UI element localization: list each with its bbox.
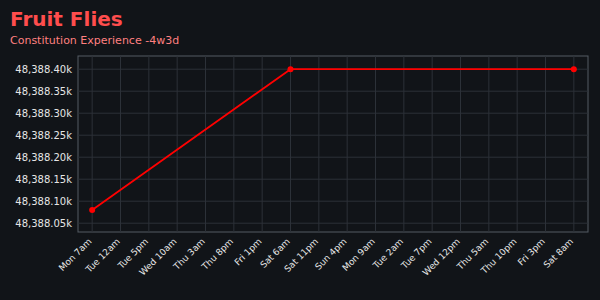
plot-frame — [78, 56, 588, 232]
background — [0, 0, 600, 300]
y-tick-label: 48,388.30k — [15, 108, 72, 119]
point — [288, 66, 294, 72]
x-grid-line — [262, 56, 263, 232]
x-tick-label: Wed 12pm — [421, 236, 462, 277]
x-grid-line — [233, 56, 234, 232]
y-grid-line — [78, 201, 588, 202]
x-tick-label: Tue 12am — [83, 236, 122, 275]
x-grid-line — [517, 56, 518, 232]
title: Fruit Flies — [10, 7, 123, 31]
y-tick-label: 48,388.25k — [15, 130, 72, 141]
point — [571, 66, 577, 72]
x-tick-label: Sat 11pm — [282, 236, 320, 274]
x-grid-line — [148, 56, 149, 232]
x-tick-label: Tue 2am — [370, 236, 405, 271]
chart: Fruit Flies Constitution Experience -4w3d… — [0, 0, 600, 300]
x-grid-line — [573, 56, 574, 232]
x-grid-line — [460, 56, 461, 232]
y-grid-line — [78, 91, 588, 92]
x-tick-label: Sat 8am — [542, 236, 576, 270]
y-tick-label: 48,388.05k — [15, 218, 72, 229]
y-grid-line — [78, 135, 588, 136]
x-grid-line — [318, 56, 319, 232]
x-grid-line — [120, 56, 121, 232]
subtitle: Constitution Experience -4w3d — [10, 34, 179, 47]
y-tick-label: 48,388.15k — [15, 174, 72, 185]
x-grid-line — [545, 56, 546, 232]
x-grid-line — [403, 56, 404, 232]
x-grid-line — [488, 56, 489, 232]
y-grid-line — [78, 179, 588, 180]
x-grid-line — [290, 56, 291, 232]
axes: 48,388.05k 48,388.10k 48,388.15k 48,388.20k… — [15, 64, 575, 278]
x-grid-line — [375, 56, 376, 232]
x-tick-label: Thu 8pm — [199, 236, 235, 272]
y-tick-label: 48,388.10k — [15, 196, 72, 207]
point — [89, 207, 95, 213]
plot-area — [89, 66, 577, 213]
grid — [78, 56, 588, 232]
y-grid-line — [78, 223, 588, 224]
x-grid-line — [347, 56, 348, 232]
line — [92, 69, 574, 210]
x-grid-line — [177, 56, 178, 232]
x-grid-line — [92, 56, 93, 232]
x-tick-label: Mon 9am — [340, 236, 377, 273]
x-tick-label: Thu 10pm — [478, 236, 518, 276]
y-tick-label: 48,388.20k — [15, 152, 72, 163]
x-tick-label: Wed 10am — [137, 236, 178, 277]
y-tick-label: 48,388.35k — [15, 86, 72, 97]
y-tick-label: 48,388.40k — [15, 64, 72, 75]
y-grid-line — [78, 113, 588, 114]
x-grid-line — [432, 56, 433, 232]
y-grid-line — [78, 157, 588, 158]
x-grid-line — [205, 56, 206, 232]
